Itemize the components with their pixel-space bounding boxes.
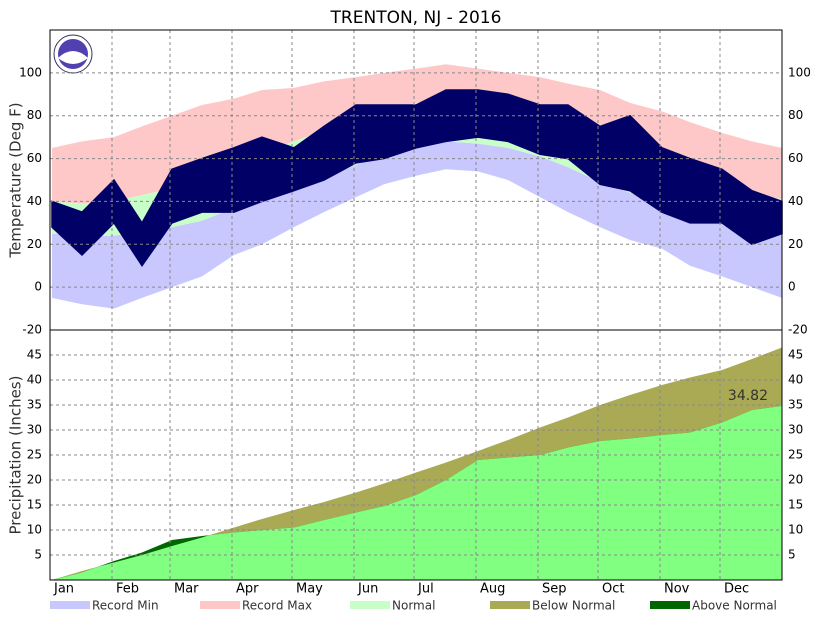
x-tick-label: Jun bbox=[357, 582, 378, 597]
y-tick-label-right: 40 bbox=[788, 194, 803, 208]
x-tick-label: Sep bbox=[542, 582, 567, 597]
y-tick-label-right: 60 bbox=[788, 151, 803, 165]
y-tick-label-right: 20 bbox=[788, 473, 803, 487]
record-max-band bbox=[52, 64, 782, 204]
y-tick-label: 0 bbox=[34, 280, 42, 294]
x-tick-label: Oct bbox=[602, 582, 624, 597]
noaa-logo bbox=[53, 34, 93, 74]
plot-frame bbox=[49, 329, 783, 581]
y-tick-label: 10 bbox=[27, 523, 42, 537]
y-tick-label-right: 25 bbox=[788, 448, 803, 462]
legend-label: Record Min bbox=[92, 599, 159, 613]
x-tick-label: Aug bbox=[480, 582, 505, 597]
y-tick-label-right: 5 bbox=[788, 548, 796, 562]
y-tick-label: 35 bbox=[27, 398, 42, 412]
x-tick-label: Dec bbox=[724, 582, 749, 597]
legend-label: Above Normal bbox=[692, 599, 777, 613]
y-tick-label: -20 bbox=[22, 323, 42, 337]
legend-swatch bbox=[200, 601, 240, 609]
y-tick-label: 20 bbox=[27, 473, 42, 487]
y-tick-label: 60 bbox=[27, 151, 42, 165]
y-axis-title: Precipitation (Inches) bbox=[7, 376, 25, 535]
y-tick-label-right: 35 bbox=[788, 398, 803, 412]
y-tick-label: 40 bbox=[27, 373, 42, 387]
observed-area bbox=[52, 405, 782, 580]
x-tick-label: Jul bbox=[417, 582, 434, 597]
value-label: 34.82 bbox=[728, 388, 768, 404]
y-tick-label: 40 bbox=[27, 194, 42, 208]
y-tick-label-right: 15 bbox=[788, 498, 803, 512]
y-tick-label-right: 30 bbox=[788, 423, 803, 437]
legend-label: Normal bbox=[392, 599, 435, 613]
x-tick-label: Nov bbox=[664, 582, 690, 597]
x-tick-label: May bbox=[296, 582, 323, 597]
y-tick-label: 15 bbox=[27, 498, 42, 512]
y-tick-label-right: -20 bbox=[788, 323, 808, 337]
x-tick-label: Jan bbox=[53, 582, 74, 597]
y-tick-label-right: 45 bbox=[788, 348, 803, 362]
y-tick-label-right: 0 bbox=[788, 280, 796, 294]
y-axis-title: Temperature (Deg F) bbox=[7, 102, 25, 258]
legend-label: Below Normal bbox=[532, 599, 615, 613]
y-tick-label-right: 20 bbox=[788, 237, 803, 251]
chart-title: TRENTON, NJ - 2016 bbox=[330, 8, 502, 28]
legend-swatch bbox=[350, 601, 390, 609]
x-tick-label: Feb bbox=[116, 582, 139, 597]
x-tick-label: Apr bbox=[236, 582, 259, 597]
y-tick-label-right: 10 bbox=[788, 523, 803, 537]
y-tick-label-right: 100 bbox=[788, 65, 811, 79]
y-tick-label: 5 bbox=[34, 548, 42, 562]
legend-swatch bbox=[490, 601, 530, 609]
y-tick-label: 20 bbox=[27, 237, 42, 251]
legend-swatch bbox=[650, 601, 690, 609]
legend-swatch bbox=[50, 601, 90, 609]
y-tick-label: 100 bbox=[19, 65, 42, 79]
y-tick-label: 30 bbox=[27, 423, 42, 437]
y-tick-label: 80 bbox=[27, 108, 42, 122]
y-tick-label-right: 80 bbox=[788, 108, 803, 122]
y-tick-label: 25 bbox=[27, 448, 42, 462]
y-tick-label: 45 bbox=[27, 348, 42, 362]
legend-label: Record Max bbox=[242, 599, 312, 613]
y-tick-label-right: 40 bbox=[788, 373, 803, 387]
x-tick-label: Mar bbox=[174, 582, 199, 597]
